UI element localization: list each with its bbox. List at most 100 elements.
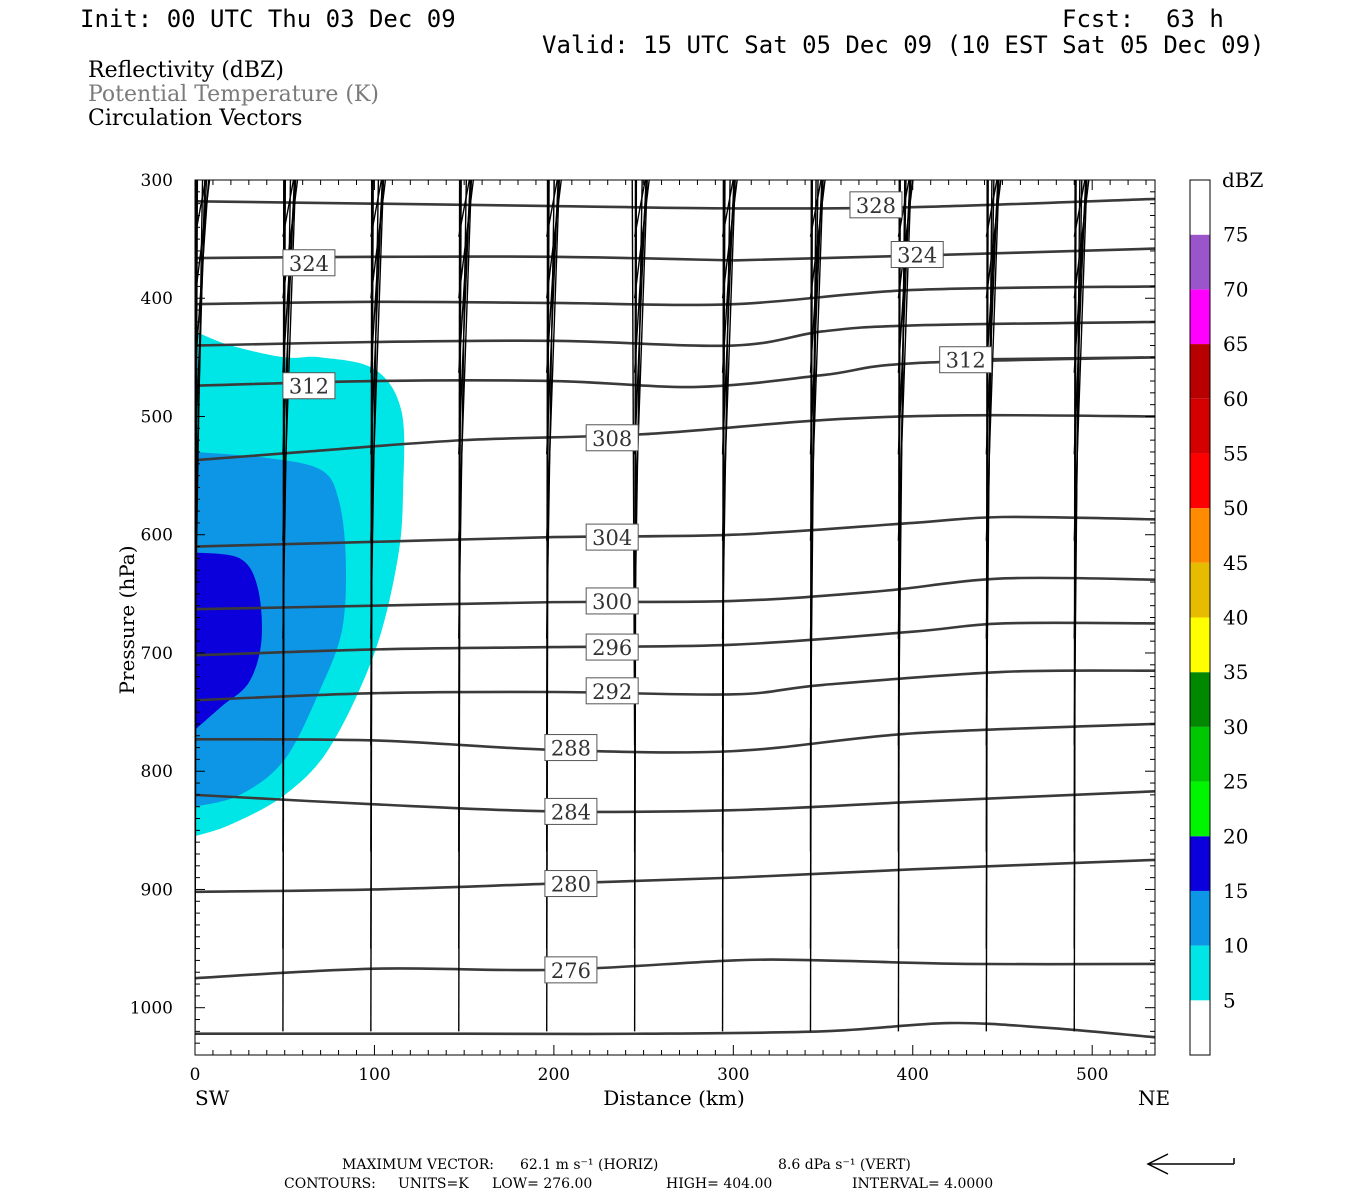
- theta-label: 304: [592, 526, 632, 550]
- circulation-vector: [1164, 0, 1175, 639]
- contours-low: LOW= 276.00: [492, 1176, 593, 1192]
- colorbar-segment: [1190, 836, 1210, 891]
- circulation-vector: [633, 180, 638, 1032]
- theta-label-box: [585, 523, 639, 551]
- colorbar-segment: [1190, 781, 1210, 837]
- circulation-vector: [195, 180, 210, 373]
- circulation-vector: [195, 180, 204, 639]
- circulation-vector: [546, 180, 555, 639]
- colorbar-level-label: 25: [1223, 770, 1248, 794]
- colorbar-level-label: 70: [1223, 277, 1248, 301]
- colorbar-segment: [1190, 890, 1210, 946]
- theta-label: 312: [289, 375, 329, 399]
- colorbar-level-label: 50: [1223, 496, 1248, 520]
- circulation-vector: [546, 180, 559, 455]
- circulation-vector: [1164, 0, 1166, 949]
- colorbar-level-label: 20: [1223, 824, 1248, 848]
- colorbar-segment: [1190, 508, 1210, 563]
- circulation-vector: [546, 180, 550, 1032]
- theta-label: 312: [946, 349, 986, 373]
- circulation-vector: [721, 180, 725, 1032]
- field-reflectivity: Reflectivity (dBZ): [88, 58, 284, 83]
- valid-time: Valid: 15 UTC Sat 05 Dec 09 (10 EST Sat …: [542, 31, 1265, 59]
- theta-label-box: [890, 240, 944, 268]
- colorbar-level-label: 10: [1223, 934, 1248, 958]
- forecast-hour-value: 63 h: [1166, 5, 1224, 33]
- circulation-vector: [282, 180, 292, 639]
- colorbar-segment: [1190, 617, 1210, 673]
- y-tick-label: 800: [141, 762, 173, 782]
- reflectivity-15dbz-region: [195, 552, 262, 730]
- circulation-vector: [631, 180, 636, 746]
- x-axis-label: Distance (km): [603, 1086, 745, 1110]
- max-vector-label: MAXIMUM VECTOR:: [342, 1157, 494, 1173]
- circulation-vector: [546, 180, 562, 299]
- circulation-vector: [1073, 180, 1087, 455]
- y-tick-label: 600: [141, 526, 173, 546]
- theta-label: 280: [551, 873, 591, 897]
- field-potential-temperature: Potential Temperature (K): [88, 82, 379, 107]
- colorbar-segment: [1190, 398, 1210, 454]
- colorbar-segment: [1190, 180, 1210, 235]
- circulation-vector: [1164, 0, 1172, 745]
- theta-label: 276: [551, 959, 591, 983]
- colorbar-level-label: 35: [1223, 660, 1248, 684]
- theta-contour-288: [195, 722, 1155, 754]
- circulation-vector: [1164, 0, 1183, 541]
- theta-contour-292: [195, 669, 1155, 702]
- y-tick-label: 500: [141, 407, 173, 427]
- circulation-vector: [1164, 0, 1166, 1031]
- circulation-vector: [633, 180, 650, 299]
- circulation-vector: [985, 180, 989, 1032]
- y-tick-label: 1000: [130, 999, 173, 1019]
- theta-contour-284: [195, 790, 1155, 814]
- theta-label-box: [544, 797, 598, 825]
- theta-contour-296: [195, 621, 1155, 657]
- forecast-hour-label: Fcst:: [1062, 5, 1135, 33]
- y-tick-label: 700: [141, 644, 173, 664]
- y-axis-label: Pressure (hPa): [115, 546, 139, 695]
- colorbar-segment: [1190, 562, 1210, 618]
- circulation-vector: [282, 180, 286, 1032]
- max-vector-horiz: 62.1 m s⁻¹ (HORIZ): [520, 1157, 659, 1173]
- theta-label-box: [585, 633, 639, 661]
- colorbar-title: dBZ: [1222, 168, 1264, 192]
- theta-label-box: [282, 372, 336, 400]
- circulation-vector: [458, 180, 462, 1032]
- x-tick-label: 300: [717, 1065, 749, 1085]
- theta-label-box: [282, 249, 336, 277]
- y-tick-label: 900: [141, 880, 173, 900]
- circulation-vector: [809, 180, 823, 455]
- circulation-vector: [370, 180, 374, 1032]
- x-end-label-right: NE: [1138, 1086, 1170, 1110]
- theta-contour-304: [195, 515, 1155, 548]
- theta-contour-308: [195, 413, 1155, 462]
- theta-label: 324: [897, 243, 937, 267]
- circulation-vector: [458, 180, 475, 299]
- field-circulation-vectors: Circulation Vectors: [88, 106, 303, 131]
- colorbar-segment: [1190, 726, 1210, 782]
- circulation-vector: [1164, 0, 1165, 852]
- x-tick-label: 200: [538, 1065, 570, 1085]
- reflectivity-10dbz-region: [195, 451, 346, 807]
- contours-label: CONTOURS:: [284, 1176, 376, 1192]
- circulation-vector: [897, 180, 901, 1032]
- colorbar-level-label: 30: [1223, 715, 1248, 739]
- theta-label-box: [849, 191, 903, 219]
- circulation-vector: [458, 180, 468, 639]
- circulation-vector: [721, 180, 731, 639]
- circulation-vector: [1164, 0, 1183, 454]
- x-tick-label: 0: [190, 1065, 201, 1085]
- circulation-vector: [370, 180, 380, 639]
- circulation-vector: [985, 180, 999, 455]
- theta-contour: [195, 1021, 1155, 1039]
- colorbar-level-label: 75: [1223, 223, 1248, 247]
- colorbar-level-label: 65: [1223, 332, 1248, 356]
- theta-label-box: [544, 870, 598, 898]
- colorbar-segment: [1190, 344, 1210, 399]
- theta-label-box: [939, 346, 993, 374]
- circulation-vector: [195, 180, 208, 455]
- theta-label: 300: [592, 590, 632, 614]
- theta-label: 292: [592, 680, 632, 704]
